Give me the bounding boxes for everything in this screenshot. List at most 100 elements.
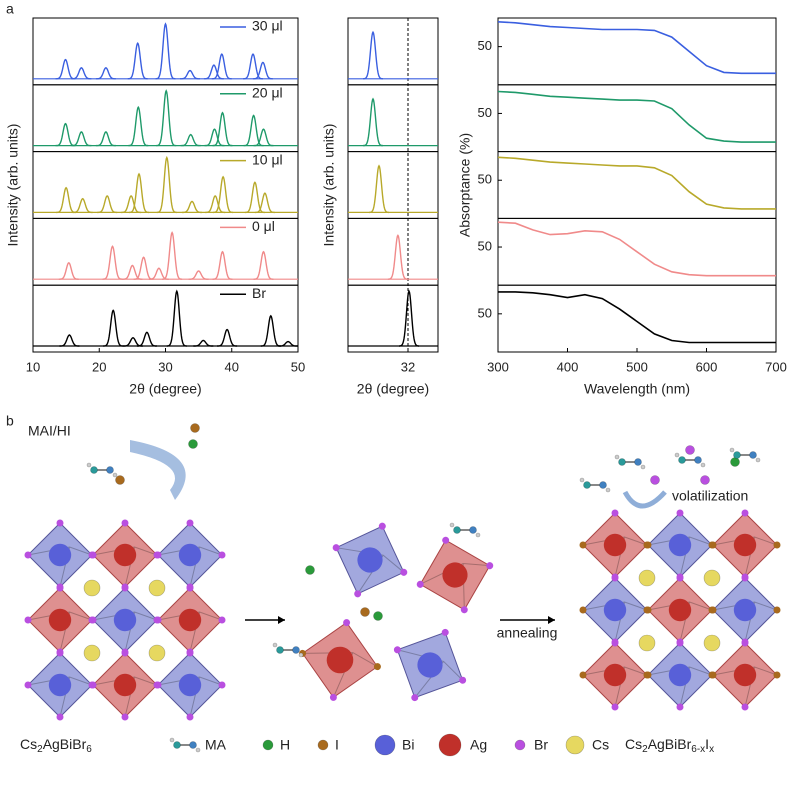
x-axis-label: Wavelength (nm) — [584, 381, 690, 397]
ma-atom — [605, 487, 611, 493]
legend-label: 20 μl — [252, 85, 283, 101]
peak — [156, 155, 177, 214]
peak — [59, 334, 80, 347]
legend-atom — [262, 739, 274, 751]
halide-atom — [773, 606, 781, 614]
octahedron — [416, 536, 494, 614]
halide-atom — [89, 616, 97, 624]
octahedron — [709, 509, 781, 581]
free-atom — [700, 475, 710, 485]
halide-atom — [343, 619, 351, 627]
halide-atom — [24, 551, 32, 559]
peak — [369, 164, 389, 214]
ma-atom — [449, 522, 455, 528]
legend-label: 0 μl — [252, 218, 275, 234]
octahedron — [24, 584, 96, 656]
octahedron — [89, 519, 161, 591]
octahedron — [299, 619, 381, 701]
center-atom — [442, 562, 468, 588]
legend-label: Bi — [402, 737, 414, 753]
peak — [95, 66, 116, 80]
y-axis-label: Intensity (arb. units) — [5, 124, 21, 247]
y-axis-label: Intensity (arb. units) — [321, 124, 337, 247]
ma-atom — [276, 646, 284, 654]
ma-atom — [755, 457, 761, 463]
ma-atom — [733, 451, 741, 459]
cs-atom — [638, 634, 656, 652]
center-atom — [733, 598, 757, 622]
legend-label: 10 μl — [252, 151, 283, 167]
halide-atom — [186, 649, 194, 657]
peak — [204, 128, 225, 147]
legend-atom — [374, 734, 396, 756]
octahedron — [89, 649, 161, 721]
ma-atom — [475, 532, 481, 538]
free-atom — [373, 611, 383, 621]
ma-atom — [599, 481, 607, 489]
octahedron — [89, 584, 161, 656]
peak — [399, 289, 419, 347]
peak — [180, 133, 201, 147]
octahedron — [154, 584, 226, 656]
ma-atom — [272, 642, 278, 648]
halide-atom — [89, 681, 97, 689]
free-atom — [650, 475, 660, 485]
center-atom — [357, 547, 383, 573]
center-atom — [113, 543, 137, 567]
x-axis-label: 2θ (degree) — [129, 381, 201, 397]
halide-atom — [393, 646, 401, 654]
peak — [253, 128, 274, 147]
free-atom — [730, 457, 740, 467]
peak — [166, 289, 187, 347]
halide-atom — [416, 580, 424, 588]
peak — [128, 105, 149, 147]
process-label: volatilization — [672, 488, 748, 504]
cs-atom — [703, 634, 721, 652]
free-atom — [188, 439, 198, 449]
halide-atom — [121, 519, 129, 527]
halide-atom — [56, 519, 64, 527]
start-formula: Cs2AgBiBr6 — [20, 736, 92, 755]
peak — [97, 195, 118, 214]
peak — [122, 264, 143, 280]
peak — [103, 309, 124, 347]
halide-atom — [56, 584, 64, 592]
free-atom — [305, 565, 315, 575]
peak — [102, 245, 123, 280]
curved-arrow — [130, 440, 186, 500]
halide-atom — [354, 590, 362, 598]
x-tick-label: 10 — [26, 359, 40, 374]
y-axis-label: Absorptance (%) — [457, 133, 473, 237]
halide-atom — [676, 703, 684, 711]
octahedron — [579, 639, 651, 711]
step-label: annealing — [497, 625, 558, 641]
peak — [182, 200, 202, 214]
x-tick-label: 40 — [225, 359, 239, 374]
peak — [162, 231, 183, 280]
ma-atom — [749, 451, 757, 459]
ma-atom — [112, 472, 118, 478]
peak — [278, 340, 299, 347]
x-tick-label: 700 — [765, 359, 787, 374]
free-atom — [115, 475, 125, 485]
halide-atom — [709, 671, 717, 679]
ma-atom — [469, 526, 477, 534]
halide-atom — [24, 681, 32, 689]
octahedron — [24, 649, 96, 721]
peak — [193, 339, 214, 347]
center-atom — [178, 608, 202, 632]
halide-atom — [186, 519, 194, 527]
ma-atom — [189, 741, 197, 749]
peak — [387, 234, 408, 280]
legend-label: Cs — [592, 737, 609, 753]
halide-atom — [218, 616, 226, 624]
peak — [58, 261, 79, 280]
ma-atom — [674, 452, 680, 458]
free-atom — [685, 445, 695, 455]
center-atom — [668, 663, 692, 687]
halide-atom — [709, 541, 717, 549]
peak — [260, 314, 281, 347]
center-atom — [178, 543, 202, 567]
halide-atom — [611, 639, 619, 647]
halide-atom — [378, 522, 386, 530]
